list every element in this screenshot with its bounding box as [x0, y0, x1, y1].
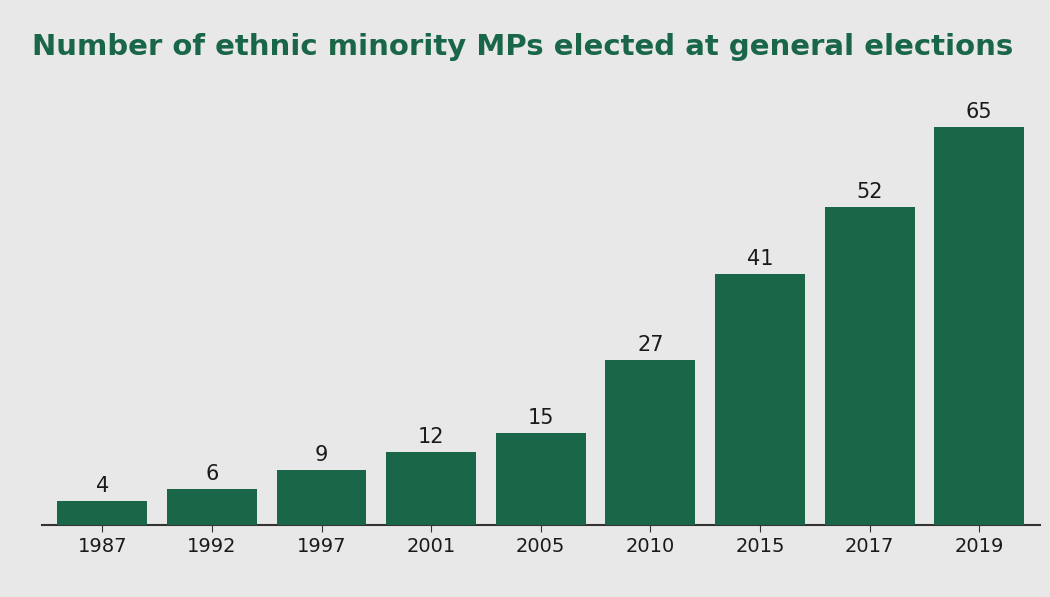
- Bar: [824, 207, 915, 525]
- Bar: [715, 274, 805, 525]
- Bar: [276, 470, 366, 525]
- Text: 52: 52: [857, 181, 883, 202]
- Text: 41: 41: [747, 249, 773, 269]
- Bar: [496, 433, 586, 525]
- Bar: [167, 488, 257, 525]
- Bar: [934, 127, 1024, 525]
- Text: Number of ethnic minority MPs elected at general elections: Number of ethnic minority MPs elected at…: [32, 33, 1013, 61]
- Text: 15: 15: [527, 408, 554, 429]
- Text: 9: 9: [315, 445, 329, 465]
- Text: 6: 6: [205, 464, 218, 484]
- Text: 27: 27: [637, 335, 664, 355]
- Bar: [606, 360, 695, 525]
- Text: 4: 4: [96, 476, 109, 496]
- Text: 65: 65: [966, 102, 992, 122]
- Bar: [58, 501, 147, 525]
- Bar: [386, 452, 476, 525]
- Text: 12: 12: [418, 427, 444, 447]
